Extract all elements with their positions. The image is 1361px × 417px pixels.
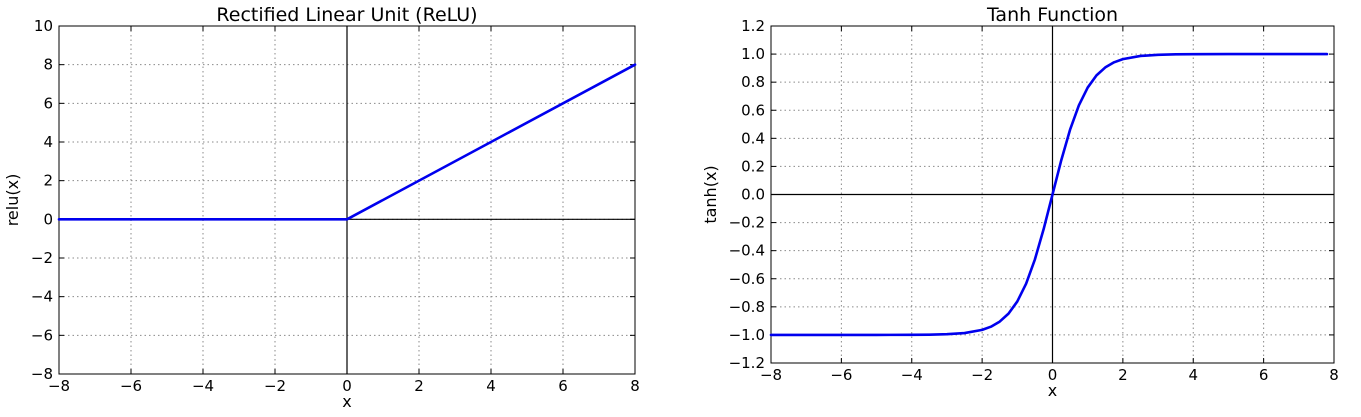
tanh-x-tick-label: 4 [1188, 366, 1198, 384]
relu-x-tick-label: 4 [486, 377, 496, 395]
relu-x-tick-label: 8 [630, 377, 640, 395]
relu-y-tick-label: 2 [43, 172, 53, 190]
relu-y-tick-label: −8 [31, 365, 53, 383]
relu-x-axis-label: x [342, 392, 351, 411]
relu-x-tick-label: 0 [342, 377, 352, 395]
tanh-y-axis-label: tanh(x) [701, 165, 720, 223]
relu-y-tick-label: −6 [31, 326, 53, 344]
tanh-y-tick-label: −1.2 [729, 354, 765, 372]
relu-x-tick-label: −4 [192, 377, 214, 395]
relu-y-tick-label: 6 [43, 94, 53, 112]
tanh-y-tick-label: −0.6 [729, 270, 765, 288]
tanh-x-tick-label: 0 [1048, 366, 1058, 384]
tanh-series-line [769, 52, 1329, 337]
tanh-x-axis-label: x [1048, 381, 1057, 400]
tanh-y-tick-label: 0.8 [741, 73, 765, 91]
tanh-x-tick-label: −6 [830, 366, 852, 384]
relu-x-tick-label: −6 [120, 377, 142, 395]
tanh-x-tick-label: −8 [760, 366, 782, 384]
tanh-x-tick-label: 2 [1118, 366, 1128, 384]
relu-x-tick-label: −8 [48, 377, 70, 395]
tanh-y-tick-label: 0.6 [741, 101, 765, 119]
tanh-y-tick-label: 0.2 [741, 157, 765, 175]
tanh-x-tick-label: −2 [971, 366, 993, 384]
tanh-y-tick-label: 0.4 [741, 129, 765, 147]
tanh-y-tick-label: 1.2 [741, 17, 765, 35]
relu-series-line [57, 63, 637, 221]
relu-y-axis-label: relu(x) [3, 174, 22, 227]
relu-x-tick-label: 2 [414, 377, 424, 395]
tanh-x-tick-label: 8 [1329, 366, 1339, 384]
tanh-y-tick-label: −0.2 [729, 214, 765, 232]
tanh-y-tick-label: −0.8 [729, 298, 765, 316]
tanh-y-tick-label: −0.4 [729, 242, 765, 260]
relu-y-tick-label: 8 [43, 56, 53, 74]
tanh-x-tick-label: −4 [901, 366, 923, 384]
tanh-chart-title: Tanh Function [986, 4, 1118, 26]
relu-y-tick-label: 10 [34, 17, 53, 35]
relu-chart-title: Rectified Linear Unit (ReLU) [216, 4, 477, 26]
relu-y-tick-label: 0 [43, 210, 53, 228]
tanh-y-tick-label: −1.0 [729, 326, 765, 344]
relu-x-tick-label: −2 [264, 377, 286, 395]
relu-y-tick-label: 4 [43, 133, 53, 151]
tanh-y-tick-label: 1.0 [741, 45, 765, 63]
relu-x-tick-label: 6 [558, 377, 568, 395]
relu-y-tick-label: −2 [31, 249, 53, 267]
tanh-y-tick-label: 0.0 [741, 186, 765, 204]
relu-y-tick-label: −4 [31, 288, 53, 306]
tanh-x-tick-label: 6 [1259, 366, 1269, 384]
